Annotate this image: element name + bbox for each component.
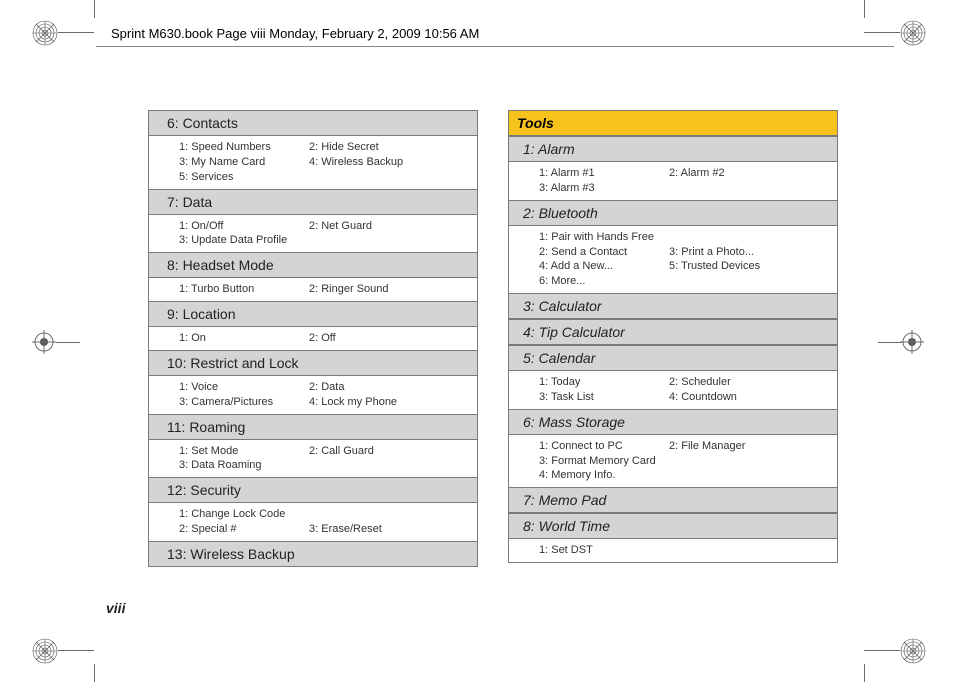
menu-item: 6: More... — [539, 274, 669, 289]
section-items: 1: On2: Off — [148, 327, 478, 350]
menu-item: 1: Today — [539, 375, 669, 390]
menu-item: 4: Wireless Backup — [309, 155, 477, 170]
menu-item: 1: Set DST — [539, 543, 669, 558]
page-content: 6: Contacts1: Speed Numbers2: Hide Secre… — [148, 110, 848, 567]
menu-item: 3: Task List — [539, 390, 669, 405]
section-header: 1: Alarm — [508, 136, 838, 162]
menu-item: 3: My Name Card — [179, 155, 309, 170]
section-header: 6: Mass Storage — [508, 409, 838, 435]
section-header: 5: Calendar — [508, 345, 838, 371]
section-header: 6: Contacts — [148, 110, 478, 136]
header-rule — [96, 46, 894, 47]
section-header: 4: Tip Calculator — [508, 319, 838, 345]
tools-header: Tools — [508, 110, 838, 136]
section-header: 8: World Time — [508, 513, 838, 539]
right-column: Tools1: Alarm1: Alarm #12: Alarm #23: Al… — [508, 110, 838, 567]
page-header-text: Sprint M630.book Page viii Monday, Febru… — [111, 26, 479, 41]
section-items: 1: On/Off2: Net Guard3: Update Data Prof… — [148, 215, 478, 253]
registration-mark-left — [32, 330, 56, 354]
menu-item: 2: File Manager — [669, 439, 837, 454]
section-items: 1: Connect to PC2: File Manager3: Format… — [508, 435, 838, 488]
crop-line — [864, 650, 900, 651]
section-header: 13: Wireless Backup — [148, 541, 478, 567]
section-header: 8: Headset Mode — [148, 252, 478, 278]
section-items: 1: Set DST — [508, 539, 838, 563]
section-items: 1: Change Lock Code2: Special #3: Erase/… — [148, 503, 478, 541]
menu-item: 3: Camera/Pictures — [179, 395, 309, 410]
section-header: 11: Roaming — [148, 414, 478, 440]
crop-line — [58, 650, 94, 651]
section-items: 1: Set Mode2: Call Guard3: Data Roaming — [148, 440, 478, 478]
menu-item — [309, 507, 477, 522]
crop-line — [56, 342, 80, 343]
menu-item: 1: Set Mode — [179, 444, 309, 459]
menu-item: 3: Format Memory Card — [539, 454, 669, 469]
corner-ornament-br — [900, 638, 926, 664]
section-items: 1: Today2: Scheduler3: Task List4: Count… — [508, 371, 838, 409]
section-items: 1: Pair with Hands Free2: Send a Contact… — [508, 226, 838, 293]
menu-item: 1: Alarm #1 — [539, 166, 669, 181]
menu-item: 1: Connect to PC — [539, 439, 669, 454]
menu-item: 2: Data — [309, 380, 477, 395]
crop-line — [864, 0, 865, 18]
corner-ornament-tr — [900, 20, 926, 46]
section-header: 9: Location — [148, 301, 478, 327]
menu-item: 1: Change Lock Code — [179, 507, 309, 522]
menu-item: 1: Voice — [179, 380, 309, 395]
menu-item: 1: Pair with Hands Free — [539, 230, 669, 245]
menu-item: 3: Alarm #3 — [539, 181, 669, 196]
section-items: 1: Turbo Button2: Ringer Sound — [148, 278, 478, 301]
menu-item: 1: On/Off — [179, 219, 309, 234]
section-header: 10: Restrict and Lock — [148, 350, 478, 376]
section-header: 2: Bluetooth — [508, 200, 838, 226]
menu-item — [669, 230, 837, 245]
corner-ornament-bl — [32, 638, 58, 664]
menu-item: 2: Send a Contact — [539, 245, 669, 260]
crop-line — [58, 32, 94, 33]
menu-item: 4: Add a New... — [539, 259, 669, 274]
menu-item: 2: Hide Secret — [309, 140, 477, 155]
crop-line — [864, 32, 900, 33]
menu-item: 3: Update Data Profile — [179, 233, 309, 248]
menu-item — [669, 454, 837, 469]
left-column: 6: Contacts1: Speed Numbers2: Hide Secre… — [148, 110, 478, 567]
registration-mark-right — [900, 330, 924, 354]
menu-item: 3: Print a Photo... — [669, 245, 837, 260]
menu-item: 4: Countdown — [669, 390, 837, 405]
section-header: 7: Memo Pad — [508, 487, 838, 513]
section-items: 1: Speed Numbers2: Hide Secret3: My Name… — [148, 136, 478, 189]
menu-item: 3: Erase/Reset — [309, 522, 477, 537]
menu-item: 3: Data Roaming — [179, 458, 309, 473]
menu-item: 1: Turbo Button — [179, 282, 309, 297]
section-header: 3: Calculator — [508, 293, 838, 319]
menu-item: 2: Ringer Sound — [309, 282, 477, 297]
menu-item: 2: Alarm #2 — [669, 166, 837, 181]
menu-item: 2: Special # — [179, 522, 309, 537]
section-items: 1: Alarm #12: Alarm #23: Alarm #3 — [508, 162, 838, 200]
section-header: 12: Security — [148, 477, 478, 503]
crop-line — [94, 664, 95, 682]
crop-line — [94, 0, 95, 18]
menu-item: 5: Services — [179, 170, 309, 185]
crop-line — [878, 342, 902, 343]
section-header: 7: Data — [148, 189, 478, 215]
menu-item: 2: Call Guard — [309, 444, 477, 459]
menu-item: 4: Memory Info. — [539, 468, 669, 483]
menu-item: 2: Off — [309, 331, 477, 346]
crop-line — [864, 664, 865, 682]
section-items: 1: Voice2: Data3: Camera/Pictures4: Lock… — [148, 376, 478, 414]
menu-item: 1: Speed Numbers — [179, 140, 309, 155]
corner-ornament-tl — [32, 20, 58, 46]
menu-item: 2: Scheduler — [669, 375, 837, 390]
menu-item: 4: Lock my Phone — [309, 395, 477, 410]
menu-item: 5: Trusted Devices — [669, 259, 837, 274]
page-number: viii — [106, 600, 125, 616]
menu-item: 2: Net Guard — [309, 219, 477, 234]
menu-item: 1: On — [179, 331, 309, 346]
